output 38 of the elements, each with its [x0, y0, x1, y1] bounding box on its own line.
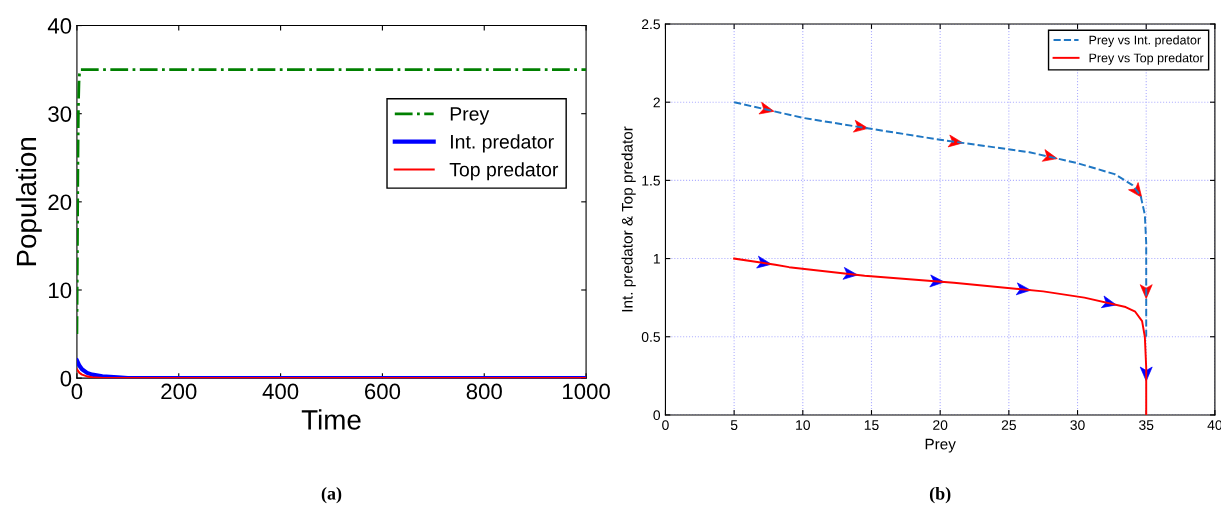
legend-label: Int. predator [451, 134, 554, 153]
x-axis-title: Time [301, 409, 361, 430]
x-axis-title: Prey [925, 438, 956, 453]
x-tick-label: 800 [466, 383, 502, 400]
y-tick-label: 1 [653, 254, 660, 264]
x-tick-label: 5 [730, 420, 738, 430]
y-tick-label: 40 [47, 18, 72, 34]
x-tick-label: 20 [933, 420, 948, 430]
x-tick-label: 30 [1070, 420, 1085, 430]
legend-label: Prey vs Top predator [1089, 53, 1204, 65]
y-tick-label: 20 [48, 194, 72, 211]
text: (b) [929, 486, 951, 504]
x-tick-label: 600 [365, 383, 401, 400]
x-tick-label: 10 [796, 420, 810, 430]
x-tick-label: 200 [161, 383, 197, 400]
x-tick-label: 35 [1139, 420, 1154, 430]
line-series [733, 101, 1148, 338]
x-tick-label: 0 [71, 383, 83, 400]
y-tick-label: 1.5 [642, 175, 660, 186]
y-tick-label: 0 [653, 410, 661, 421]
x-tick-label: 15 [864, 420, 879, 430]
x-tick-label: 0 [662, 420, 669, 430]
y-tick-label: 30 [48, 106, 72, 122]
text: (a) [321, 486, 342, 504]
x-tick-label: 25 [1001, 420, 1016, 430]
line-series [76, 68, 587, 336]
y-axis-title: Population [15, 138, 42, 266]
y-axis-title: Int. predator & Top predator [621, 126, 636, 312]
y-tick-label: 10 [49, 282, 72, 299]
legend-label: Prey vs Int. predator [1089, 35, 1201, 47]
y-tick-label: 2.5 [641, 19, 660, 30]
legend-label: Prey [450, 107, 490, 125]
y-tick-label: 2 [653, 97, 660, 108]
y-tick-label: 0.5 [641, 332, 660, 342]
legend-label: Top predator [449, 162, 559, 181]
x-tick-label: 400 [262, 383, 299, 400]
y-tick-label: 0 [60, 370, 72, 387]
x-tick-label: 1000 [563, 383, 610, 400]
